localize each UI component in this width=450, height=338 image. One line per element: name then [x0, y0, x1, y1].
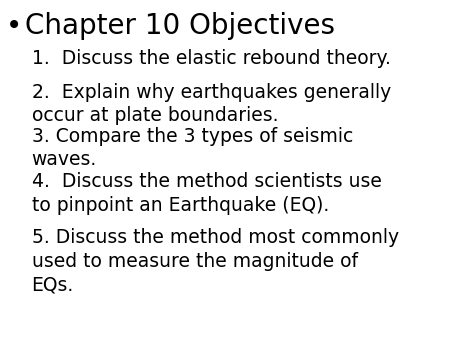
Text: 4.  Discuss the method scientists use
to pinpoint an Earthquake (EQ).: 4. Discuss the method scientists use to …: [32, 172, 382, 215]
Text: Chapter 10 Objectives: Chapter 10 Objectives: [25, 12, 335, 40]
Text: 1.  Discuss the elastic rebound theory.: 1. Discuss the elastic rebound theory.: [32, 49, 391, 68]
Text: •: •: [5, 12, 22, 40]
Text: 2.  Explain why earthquakes generally
occur at plate boundaries.: 2. Explain why earthquakes generally occ…: [32, 83, 391, 125]
Text: 5. Discuss the method most commonly
used to measure the magnitude of
EQs.: 5. Discuss the method most commonly used…: [32, 228, 399, 294]
Text: 3. Compare the 3 types of seismic
waves.: 3. Compare the 3 types of seismic waves.: [32, 127, 353, 169]
